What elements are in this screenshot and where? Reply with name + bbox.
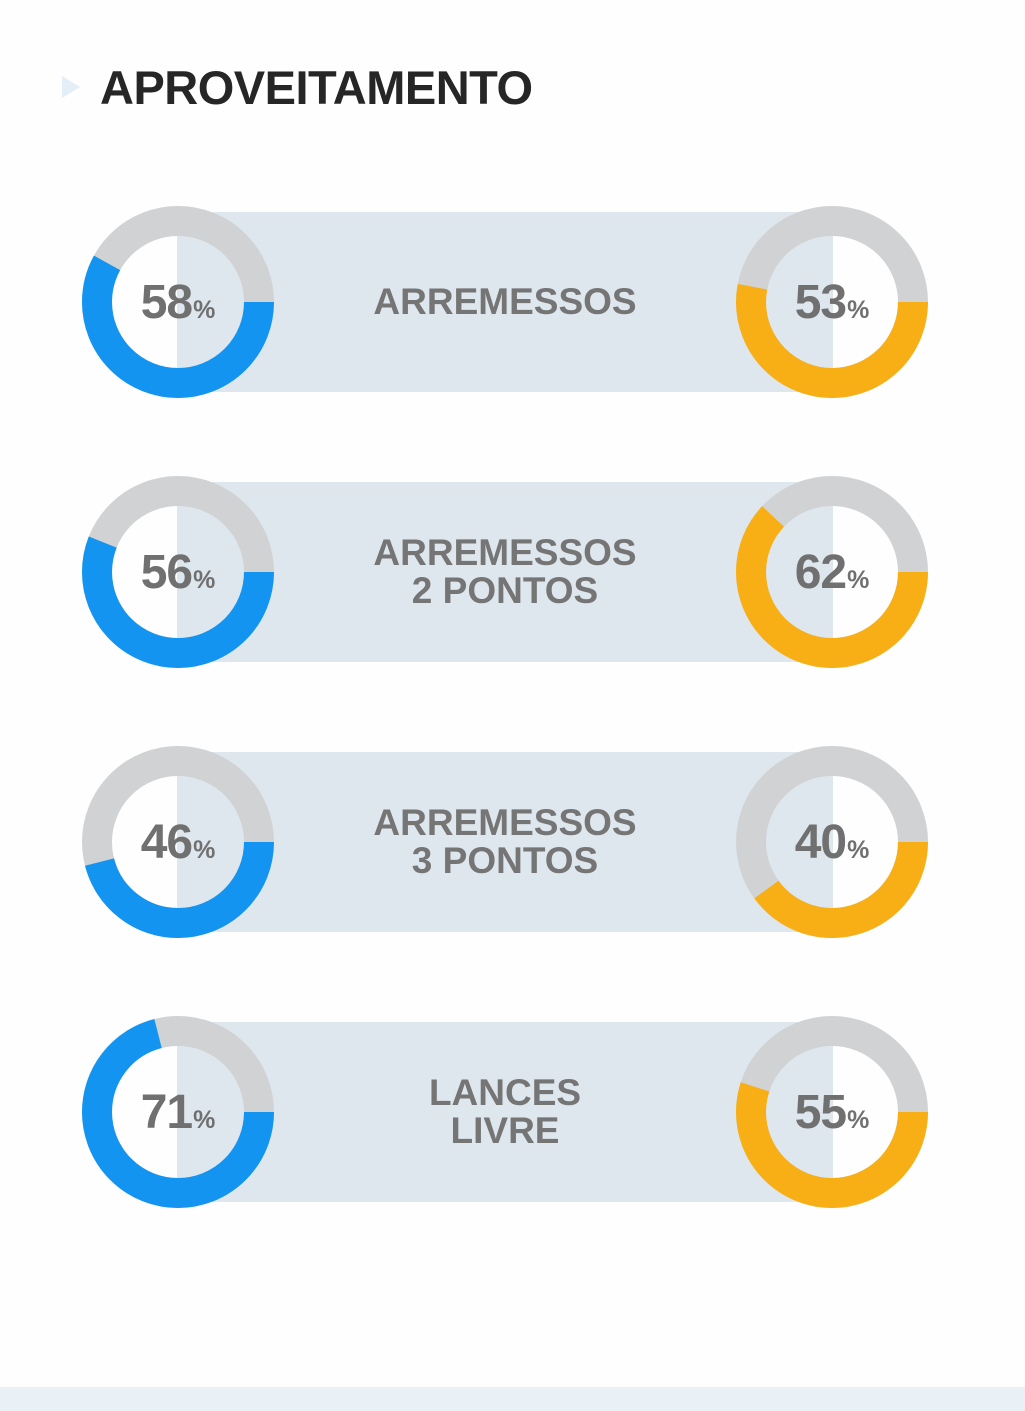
percent-sign: %	[193, 1105, 216, 1134]
percent-number: 71	[140, 1085, 193, 1139]
percent-number: 58	[140, 275, 193, 329]
left-percent-value: 56%	[82, 476, 274, 668]
left-donut: 71%	[82, 1016, 274, 1208]
footer-strip	[0, 1387, 1025, 1411]
percent-number: 55	[794, 1085, 847, 1139]
right-donut: 53%	[736, 206, 928, 398]
left-donut-arc	[82, 206, 274, 398]
left-donut-svg	[82, 1016, 274, 1208]
page-header: APROVEITAMENTO	[62, 52, 533, 122]
stat-row: ARREMESSOS 2 PONTOS 56% 62%	[82, 476, 928, 668]
left-donut: 58%	[82, 206, 274, 398]
right-percent-value: 62%	[736, 476, 928, 668]
left-donut-svg	[82, 476, 274, 668]
percent-number: 56	[140, 545, 193, 599]
stat-label: LANCES LIVRE	[428, 1072, 582, 1151]
percent-number: 53	[794, 275, 847, 329]
percent-sign: %	[193, 565, 216, 594]
stat-band	[177, 212, 833, 392]
right-donut-svg	[736, 476, 928, 668]
percent-number: 46	[140, 815, 193, 869]
stat-band	[177, 1022, 833, 1202]
right-donut-svg	[736, 1016, 928, 1208]
triangle-marker-icon	[62, 76, 80, 98]
stat-row: LANCES LIVRE 71% 55%	[82, 1016, 928, 1208]
left-percent-value: 71%	[82, 1016, 274, 1208]
left-donut: 46%	[82, 746, 274, 938]
percent-sign: %	[847, 1105, 870, 1134]
right-donut: 40%	[736, 746, 928, 938]
stat-label: ARREMESSOS	[373, 281, 637, 322]
left-donut-arc	[82, 746, 274, 938]
percent-number: 40	[794, 815, 847, 869]
stat-band	[177, 482, 833, 662]
left-donut-svg	[82, 746, 274, 938]
left-percent-value: 58%	[82, 206, 274, 398]
percent-sign: %	[847, 835, 870, 864]
stat-label: ARREMESSOS 2 PONTOS	[373, 532, 637, 611]
percent-sign: %	[847, 565, 870, 594]
right-donut: 62%	[736, 476, 928, 668]
right-donut-svg	[736, 206, 928, 398]
left-donut-svg	[82, 206, 274, 398]
percent-sign: %	[847, 295, 870, 324]
right-donut-arc	[736, 206, 928, 398]
left-percent-value: 46%	[82, 746, 274, 938]
right-donut: 55%	[736, 1016, 928, 1208]
left-donut-arc	[82, 476, 274, 668]
right-percent-value: 53%	[736, 206, 928, 398]
percent-number: 62	[794, 545, 847, 599]
percent-sign: %	[193, 835, 216, 864]
right-donut-arc	[736, 1016, 928, 1208]
left-donut-arc	[82, 1016, 274, 1208]
stat-row: ARREMESSOS 3 PONTOS 46% 40%	[82, 746, 928, 938]
right-percent-value: 55%	[736, 1016, 928, 1208]
right-donut-arc	[736, 746, 928, 938]
right-percent-value: 40%	[736, 746, 928, 938]
stat-label: ARREMESSOS 3 PONTOS	[373, 802, 637, 881]
right-donut-svg	[736, 746, 928, 938]
percent-sign: %	[193, 295, 216, 324]
stat-row: ARREMESSOS 58% 53%	[82, 206, 928, 398]
left-donut: 56%	[82, 476, 274, 668]
page-title: APROVEITAMENTO	[100, 60, 533, 114]
right-donut-arc	[736, 476, 928, 668]
stat-band	[177, 752, 833, 932]
